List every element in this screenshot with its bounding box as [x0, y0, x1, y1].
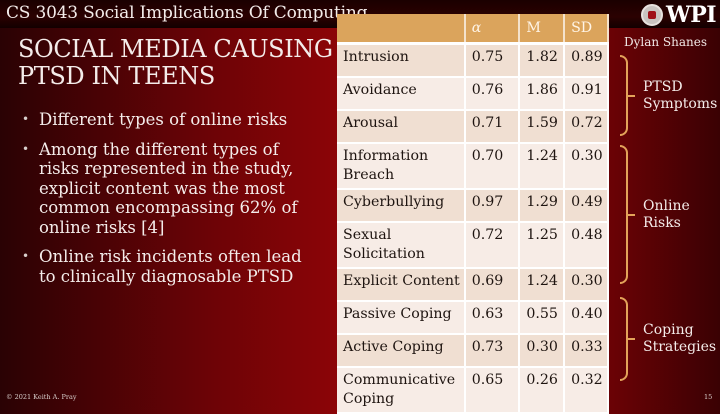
bullet-text: Among the different types of risks repre… — [39, 139, 298, 237]
brace-icon — [620, 55, 635, 136]
table-row: Cyberbullying 0.97 1.29 0.49 — [337, 189, 609, 223]
sd-cell: 0.30 — [564, 143, 609, 190]
alpha-cell: 0.69 — [464, 268, 521, 302]
alpha-cell: 0.73 — [464, 334, 521, 368]
header-alpha: α — [464, 14, 521, 45]
title-line-1: SOCIAL MEDIA CAUSING — [18, 35, 333, 63]
bullet-text: Online risk incidents often lead to clin… — [39, 247, 302, 286]
alpha-cell: 0.72 — [464, 222, 521, 269]
bullet-item: • Among the different types of risks repr… — [22, 140, 322, 238]
row-label: Communicative Coping — [337, 367, 466, 414]
wpi-logo: WPI — [641, 2, 717, 28]
row-label: Active Coping — [337, 334, 466, 368]
mean-cell: 1.24 — [519, 143, 566, 190]
mean-cell: 0.26 — [519, 367, 566, 414]
statistics-table: α M SD Intrusion 0.75 1.82 0.89 Avoidance 0.… — [337, 14, 609, 414]
copyright: © 2021 Keith A. Pray — [6, 393, 77, 401]
title-line-2: PTSD IN TEENS — [18, 62, 215, 90]
row-label: Intrusion — [337, 43, 466, 78]
alpha-cell: 0.63 — [464, 301, 521, 335]
sd-cell: 0.40 — [564, 301, 609, 335]
table-row: Avoidance 0.76 1.86 0.91 — [337, 77, 609, 111]
wpi-seal-icon — [641, 4, 663, 26]
row-label: Arousal — [337, 110, 466, 144]
mean-cell: 1.29 — [519, 189, 566, 223]
course-title: CS 3043 Social Implications Of Computing — [6, 3, 368, 23]
sd-cell: 0.89 — [564, 43, 609, 78]
mean-cell: 1.82 — [519, 43, 566, 78]
group-label-online-risks: Online Risks — [643, 198, 690, 231]
table-row: Intrusion 0.75 1.82 0.89 — [337, 43, 609, 78]
table-row: Passive Coping 0.63 0.55 0.40 — [337, 301, 609, 335]
bullet-icon: • — [22, 249, 30, 263]
table-row: Explicit Content 0.69 1.24 0.30 — [337, 268, 609, 302]
alpha-cell: 0.76 — [464, 77, 521, 111]
wpi-logo-text: WPI — [666, 2, 717, 28]
alpha-cell: 0.75 — [464, 43, 521, 78]
mean-cell: 1.59 — [519, 110, 566, 144]
row-label: Passive Coping — [337, 301, 466, 335]
bullet-text: Different types of online risks — [39, 110, 288, 129]
author-name: Dylan Shanes — [624, 35, 708, 49]
row-label: Explicit Content — [337, 268, 466, 302]
table-row: Active Coping 0.73 0.30 0.33 — [337, 334, 609, 368]
mean-cell: 1.24 — [519, 268, 566, 302]
table-row: Arousal 0.71 1.59 0.72 — [337, 110, 609, 144]
sd-cell: 0.32 — [564, 367, 609, 414]
mean-cell: 1.86 — [519, 77, 566, 111]
alpha-cell: 0.97 — [464, 189, 521, 223]
slide-title: SOCIAL MEDIA CAUSING PTSD IN TEENS — [18, 36, 333, 90]
row-label: Cyberbullying — [337, 189, 466, 223]
group-label-coping: Coping Strategies — [643, 322, 717, 355]
sd-cell: 0.33 — [564, 334, 609, 368]
alpha-cell: 0.65 — [464, 367, 521, 414]
header-label — [337, 14, 466, 45]
table-header-row: α M SD — [337, 14, 609, 45]
row-label: Avoidance — [337, 77, 466, 111]
group-label-ptsd: PTSD Symptoms — [643, 79, 718, 112]
alpha-cell: 0.71 — [464, 110, 521, 144]
row-label: Sexual Solicitation — [337, 222, 466, 269]
page-number: 15 — [704, 393, 713, 401]
table-row: Communicative Coping 0.65 0.26 0.32 — [337, 367, 609, 414]
table-row: Information Breach 0.70 1.24 0.30 — [337, 143, 609, 190]
brace-icon — [620, 145, 635, 284]
bullet-icon: • — [22, 112, 30, 126]
bullet-item: • Different types of online risks — [22, 110, 322, 130]
bullet-item: • Online risk incidents often lead to cli… — [22, 247, 322, 286]
table-row: Sexual Solicitation 0.72 1.25 0.48 — [337, 222, 609, 269]
sd-cell: 0.48 — [564, 222, 609, 269]
row-label: Information Breach — [337, 143, 466, 190]
mean-cell: 0.30 — [519, 334, 566, 368]
bullet-icon: • — [22, 141, 30, 156]
sd-cell: 0.91 — [564, 77, 609, 111]
header-sd: SD — [564, 14, 609, 45]
sd-cell: 0.30 — [564, 268, 609, 302]
sd-cell: 0.49 — [564, 189, 609, 223]
brace-icon — [620, 297, 635, 381]
alpha-cell: 0.70 — [464, 143, 521, 190]
header-mean: M — [519, 14, 566, 45]
sd-cell: 0.72 — [564, 110, 609, 144]
mean-cell: 1.25 — [519, 222, 566, 269]
bullet-list: • Different types of online risks • Among … — [22, 110, 322, 296]
mean-cell: 0.55 — [519, 301, 566, 335]
